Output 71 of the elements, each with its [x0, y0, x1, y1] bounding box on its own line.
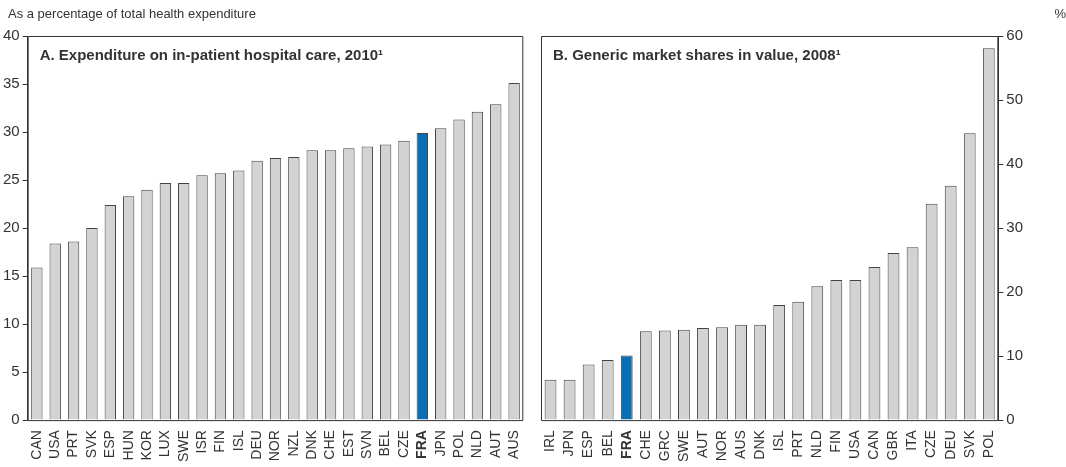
text: B. Generic market shares in value, 2008¹: [553, 46, 841, 63]
y-tick-label: 35: [3, 74, 20, 92]
y-tick-label: 30: [3, 122, 20, 140]
y-tick-label: 10: [3, 314, 20, 332]
x-tick-label: HUN: [119, 430, 136, 461]
x-tick-label: FRA: [413, 430, 430, 459]
x-tick-label: USA: [846, 429, 863, 459]
x-tick-label: BEL: [376, 429, 393, 457]
x-tick-label: SWE: [674, 430, 691, 462]
x-tick-label: AUS: [731, 430, 748, 459]
x-tick-label: CHE: [321, 430, 338, 460]
x-tick-label: ISL: [229, 429, 246, 452]
x-tick-label: SVK: [960, 429, 977, 459]
x-tick-label: DEU: [941, 430, 958, 460]
x-tick-label: FIN: [827, 430, 844, 453]
x-tick-label: NOR: [266, 430, 283, 462]
y2-tick-label: 20: [1006, 282, 1023, 300]
y2-tick-label: 10: [1006, 346, 1023, 364]
y-tick-label: 25: [3, 170, 20, 188]
x-tick-label: PRT: [789, 429, 806, 458]
x-tick-label: BEL: [598, 429, 615, 457]
x-tick-label: AUT: [693, 429, 710, 459]
x-tick-label: GBR: [884, 430, 901, 461]
y2-axis-title: %: [1054, 6, 1066, 21]
x-tick-label: CZE: [394, 430, 411, 459]
x-tick-label: POL: [449, 429, 466, 459]
x-tick-label: NZL: [284, 429, 301, 457]
x-tick-label: FRA: [617, 430, 634, 459]
x-tick-label: DEU: [248, 430, 264, 460]
x-tick-label: EST: [339, 429, 356, 458]
x-tick-label: KOR: [137, 430, 154, 461]
x-tick-label: DNK: [750, 429, 767, 460]
text: A. Expenditure on in-patient hospital care, 2010¹: [39, 46, 384, 63]
x-tick-label: USA: [46, 429, 63, 459]
x-tick-label: SVN: [358, 430, 375, 459]
y2-tick-label: 60: [1006, 26, 1023, 44]
x-tick-label: NLD: [468, 430, 485, 459]
x-tick-label: NOR: [712, 430, 729, 462]
x-tick-label: FIN: [211, 430, 228, 453]
x-tick-label: SVK: [82, 429, 99, 459]
x-tick-label: JPN: [431, 430, 448, 457]
y2-tick-label: 30: [1006, 218, 1023, 236]
x-tick-label: ISR: [192, 430, 209, 454]
x-tick-label: POL: [979, 429, 996, 459]
y-tick-label: 20: [3, 218, 20, 236]
x-tick-label: AUT: [486, 429, 503, 459]
x-tick-label: DNK: [303, 429, 320, 460]
y2-tick-label: 0: [1006, 410, 1015, 428]
x-tick-label: SWE: [174, 430, 191, 462]
x-tick-label: CZE: [922, 430, 939, 459]
y-tick-label: 40: [3, 26, 20, 44]
x-tick-label: AUS: [504, 430, 521, 459]
x-tick-label: CHE: [636, 430, 653, 460]
y-tick-label: 5: [11, 362, 20, 380]
x-tick-label: IRL: [541, 429, 558, 452]
y-axis-title: As a percentage of total health expenditure: [8, 6, 256, 21]
x-tick-label: NLD: [808, 430, 825, 459]
x-tick-label: CAN: [865, 430, 882, 460]
x-tick-label: CAN: [27, 430, 44, 460]
x-tick-label: ESP: [101, 430, 118, 459]
x-tick-label: ESP: [579, 430, 596, 459]
y2-tick-label: 40: [1006, 154, 1023, 172]
x-tick-label: ITA: [903, 429, 920, 451]
x-tick-label: LUX: [156, 429, 173, 458]
y-tick-label: 15: [3, 266, 20, 284]
x-tick-label: GRC: [655, 430, 672, 462]
x-tick-label: JPN: [560, 430, 577, 457]
y-tick-label: 0: [11, 410, 20, 428]
x-tick-label: PRT: [64, 429, 81, 458]
x-tick-label: ISL: [770, 429, 787, 452]
y2-tick-label: 50: [1006, 90, 1023, 108]
